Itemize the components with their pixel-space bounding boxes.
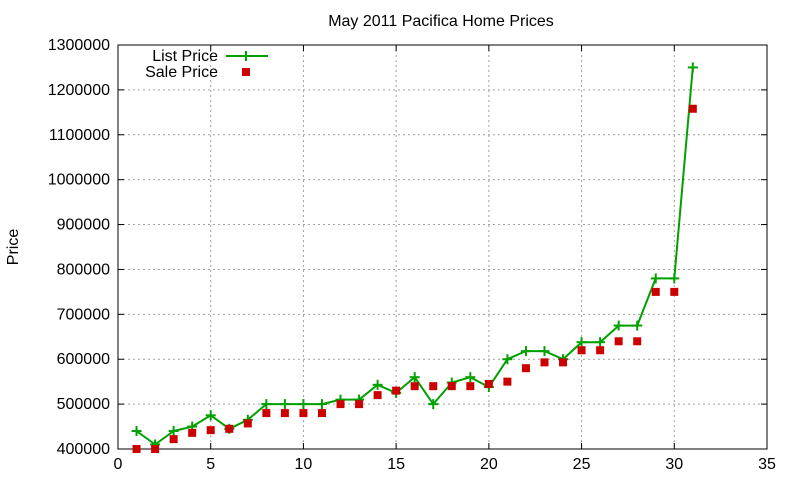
- data-point-sale-price: [540, 358, 549, 367]
- data-point-list-price: [168, 426, 179, 437]
- data-point-sale-price: [429, 382, 438, 391]
- data-point-sale-price: [410, 382, 419, 391]
- data-point-sale-price: [651, 287, 660, 296]
- data-point-list-price: [595, 337, 606, 348]
- x-tick-label: 30: [665, 456, 683, 473]
- tick-marks: [117, 44, 768, 450]
- legend-marker-sale-price: [242, 68, 250, 76]
- data-point-list-price: [465, 372, 476, 383]
- data-point-sale-price: [614, 337, 623, 346]
- y-axis-label: Price: [5, 229, 22, 266]
- data-point-list-price: [613, 320, 624, 331]
- tick-labels: 0 5 10 15 20 25 30 35 400000 500000 600000 700000 80…: [48, 37, 776, 473]
- data-point-sale-price: [447, 382, 456, 391]
- y-tick-label: 500000: [57, 396, 110, 413]
- y-tick-label: 600000: [57, 351, 110, 368]
- data-point-sale-price: [577, 346, 586, 355]
- y-tick-label: 800000: [57, 261, 110, 278]
- data-point-sale-price: [521, 364, 530, 373]
- x-tick-label: 25: [573, 456, 591, 473]
- y-tick-label: 400000: [57, 441, 110, 458]
- data-point-sale-price: [466, 382, 475, 391]
- x-tick-label: 5: [206, 456, 215, 473]
- data-point-sale-price: [392, 386, 401, 395]
- legend-marker-list-price: [241, 51, 251, 61]
- data-point-list-price: [650, 273, 661, 284]
- series-layer: [131, 62, 698, 453]
- series-sale-price: [132, 104, 697, 453]
- data-point-sale-price: [559, 358, 568, 367]
- data-point-list-price: [428, 399, 439, 410]
- data-point-list-price: [261, 399, 272, 410]
- data-point-list-price: [632, 320, 643, 331]
- grid: [118, 45, 767, 449]
- data-point-sale-price: [688, 104, 697, 113]
- data-point-sale-price: [243, 419, 252, 428]
- legend-label-list-price: List Price: [152, 48, 218, 65]
- data-point-sale-price: [633, 337, 642, 346]
- data-point-sale-price: [188, 428, 197, 437]
- series-list-price: [131, 62, 698, 450]
- data-point-sale-price: [670, 287, 679, 296]
- data-point-sale-price: [151, 445, 160, 453]
- y-tick-label: 1000000: [48, 172, 110, 189]
- x-tick-label: 20: [480, 456, 498, 473]
- legend-label-sale-price: Sale Price: [145, 64, 218, 81]
- x-tick-label: 15: [387, 456, 405, 473]
- data-point-list-price: [279, 399, 290, 410]
- data-point-sale-price: [503, 377, 512, 386]
- data-point-list-price: [502, 354, 513, 365]
- x-tick-label: 10: [295, 456, 313, 473]
- plot-frame: [117, 44, 768, 450]
- y-tick-label: 900000: [57, 217, 110, 234]
- data-point-list-price: [316, 399, 327, 410]
- data-point-sale-price: [317, 409, 326, 418]
- chart-title: May 2011 Pacifica Home Prices: [328, 13, 554, 30]
- data-point-sale-price: [280, 409, 289, 418]
- data-point-sale-price: [225, 424, 234, 433]
- data-point-sale-price: [299, 409, 308, 418]
- x-tick-label: 35: [758, 456, 776, 473]
- data-point-list-price: [372, 379, 383, 390]
- data-point-list-price: [298, 399, 309, 410]
- data-point-sale-price: [355, 400, 364, 409]
- data-point-sale-price: [373, 391, 382, 400]
- data-point-sale-price: [206, 426, 215, 435]
- data-point-sale-price: [336, 400, 345, 409]
- data-point-sale-price: [596, 346, 605, 355]
- y-tick-label: 1100000: [49, 127, 110, 144]
- data-point-list-price: [409, 372, 420, 383]
- data-point-list-price: [669, 273, 680, 284]
- data-point-sale-price: [484, 379, 493, 388]
- legend: List Price Sale Price: [145, 48, 268, 81]
- y-tick-label: 700000: [57, 306, 110, 323]
- y-tick-label: 1200000: [48, 82, 110, 99]
- data-point-list-price: [687, 62, 698, 73]
- data-point-list-price: [205, 410, 216, 421]
- data-point-sale-price: [132, 445, 141, 453]
- data-point-list-price: [576, 337, 587, 348]
- data-point-sale-price: [262, 409, 271, 418]
- data-point-list-price: [131, 426, 142, 437]
- x-tick-label: 0: [114, 456, 123, 473]
- data-point-sale-price: [169, 435, 178, 444]
- data-point-list-price: [539, 346, 550, 357]
- data-point-list-price: [520, 346, 531, 357]
- y-tick-label: 1300000: [48, 37, 110, 54]
